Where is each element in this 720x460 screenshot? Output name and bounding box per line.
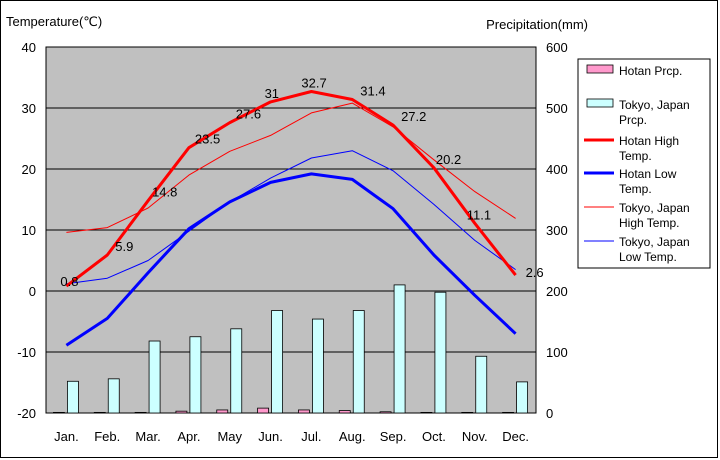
left-axis-title: Temperature(℃) bbox=[6, 14, 102, 29]
left-tick-label: -10 bbox=[17, 345, 36, 360]
hotan-high-data-label: 2.6 bbox=[526, 265, 544, 280]
right-tick-label: 300 bbox=[546, 223, 568, 238]
hotan-prcp-bar bbox=[175, 410, 188, 414]
tokyo-prcp-bar bbox=[230, 328, 243, 414]
hotan-prcp-bar bbox=[420, 411, 433, 414]
right-tick-label: 500 bbox=[546, 101, 568, 116]
tokyo-prcp-bar bbox=[189, 336, 202, 414]
x-tick-label: Dec. bbox=[502, 429, 529, 444]
hotan-high-data-label: 14.8 bbox=[152, 185, 177, 200]
hotan-prcp-bar bbox=[502, 411, 514, 414]
right-axis-title: Precipitation(mm) bbox=[486, 17, 588, 32]
legend-hotan-prcp-swatch bbox=[586, 64, 614, 74]
hotan-high-temp-line bbox=[65, 90, 517, 288]
tokyo-prcp-bar bbox=[67, 380, 79, 414]
hotan-high-data-label: 20.2 bbox=[436, 152, 461, 167]
right-tick-label: 400 bbox=[546, 162, 568, 177]
x-tick-label: Aug. bbox=[339, 429, 366, 444]
tokyo-prcp-bar bbox=[475, 355, 488, 414]
left-axis-ticks: -20 -10 0 10 20 30 40 bbox=[17, 40, 36, 421]
x-axis-ticks: Jan. Feb. Mar. Apr. May Jun. Jul. Aug. Sep. Oct. N… bbox=[54, 429, 529, 444]
left-tick-label: 30 bbox=[22, 101, 36, 116]
hotan-prcp-bar bbox=[216, 409, 229, 414]
x-tick-label: Jul. bbox=[301, 429, 321, 444]
tokyo-prcp-bar bbox=[434, 291, 447, 414]
left-tick-label: 20 bbox=[22, 162, 36, 177]
right-tick-label: 200 bbox=[546, 284, 568, 299]
tokyo-low-temp-line bbox=[66, 150, 516, 285]
legend-tokyo-prcp-label: Tokyo, Japan bbox=[619, 98, 690, 112]
legend-tokyo-high-label: High Temp. bbox=[619, 216, 679, 230]
x-tick-label: Mar. bbox=[135, 429, 160, 444]
legend-tokyo-low-label: Tokyo, Japan bbox=[619, 235, 690, 249]
legend-box bbox=[577, 58, 711, 269]
left-tick-label: 10 bbox=[22, 223, 36, 238]
hotan-high-data-label: 23.5 bbox=[195, 132, 220, 147]
tokyo-prcp-bar bbox=[107, 378, 120, 414]
hotan-prcp-bar bbox=[134, 411, 147, 414]
hotan-high-data-label: 31.4 bbox=[360, 83, 385, 98]
right-tick-label: 100 bbox=[546, 345, 568, 360]
x-tick-label: Nov. bbox=[462, 429, 488, 444]
legend-hotan-low-label: Hotan Low bbox=[619, 167, 677, 181]
x-tick-label: Sep. bbox=[380, 429, 407, 444]
hotan-prcp-bar bbox=[298, 409, 310, 414]
x-tick-label: Feb. bbox=[94, 429, 120, 444]
temperature-lines bbox=[65, 90, 517, 347]
tokyo-prcp-bar bbox=[352, 310, 365, 414]
x-tick-label: Apr. bbox=[177, 429, 200, 444]
legend-tokyo-low-label: Low Temp. bbox=[619, 250, 677, 264]
hotan-prcp-bar bbox=[379, 411, 392, 414]
legend-hotan-high-label: Hotan High bbox=[619, 134, 679, 148]
tokyo-prcp-bar bbox=[271, 310, 283, 414]
legend-tokyo-high-label: Tokyo, Japan bbox=[619, 201, 690, 215]
hotan-high-data-label: 5.9 bbox=[115, 239, 133, 254]
hotan-high-data-label: 0.8 bbox=[60, 274, 78, 289]
precipitation-bars bbox=[53, 284, 528, 414]
tokyo-prcp-bar bbox=[393, 284, 406, 414]
left-tick-label: 40 bbox=[22, 40, 36, 55]
right-tick-label: 600 bbox=[546, 40, 568, 55]
hotan-prcp-bar bbox=[338, 410, 351, 414]
hotan-prcp-bar bbox=[93, 411, 106, 414]
legend-hotan-high-label: Temp. bbox=[619, 149, 652, 163]
legend-tokyo-prcp-label: Prcp. bbox=[619, 113, 647, 127]
right-axis-ticks: 0 100 200 300 400 500 600 bbox=[546, 40, 568, 421]
hotan-high-data-label: 27.2 bbox=[401, 109, 426, 124]
tokyo-prcp-bar bbox=[312, 318, 324, 414]
hotan-prcp-bar bbox=[461, 411, 474, 414]
legend-tokyo-prcp-swatch bbox=[586, 98, 614, 108]
hotan-high-data-label: 32.7 bbox=[301, 76, 326, 91]
x-tick-label: Jun. bbox=[258, 429, 283, 444]
x-tick-label: May bbox=[217, 429, 242, 444]
tokyo-prcp-bar bbox=[516, 381, 528, 414]
legend-hotan-prcp-label: Hotan Prcp. bbox=[619, 64, 682, 78]
right-tick-label: 0 bbox=[546, 406, 553, 421]
hotan-high-data-label: 31 bbox=[265, 86, 279, 101]
hotan-prcp-bar bbox=[257, 407, 269, 414]
legend-hotan-low-label: Temp. bbox=[619, 182, 652, 196]
data-labels: 0.8 5.9 14.8 23.5 27.6 31 32.7 31.4 27.2 20.2 11.1… bbox=[60, 76, 543, 290]
hotan-low-temp-line bbox=[65, 172, 517, 347]
hotan-high-data-label: 11.1 bbox=[467, 207, 491, 222]
left-tick-label: -20 bbox=[17, 406, 36, 421]
x-tick-label: Oct. bbox=[422, 429, 446, 444]
hotan-high-data-label: 27.6 bbox=[236, 107, 261, 122]
tokyo-prcp-bar bbox=[148, 340, 161, 414]
hotan-prcp-bar bbox=[53, 411, 65, 414]
left-tick-label: 0 bbox=[29, 284, 36, 299]
x-tick-label: Jan. bbox=[54, 429, 79, 444]
